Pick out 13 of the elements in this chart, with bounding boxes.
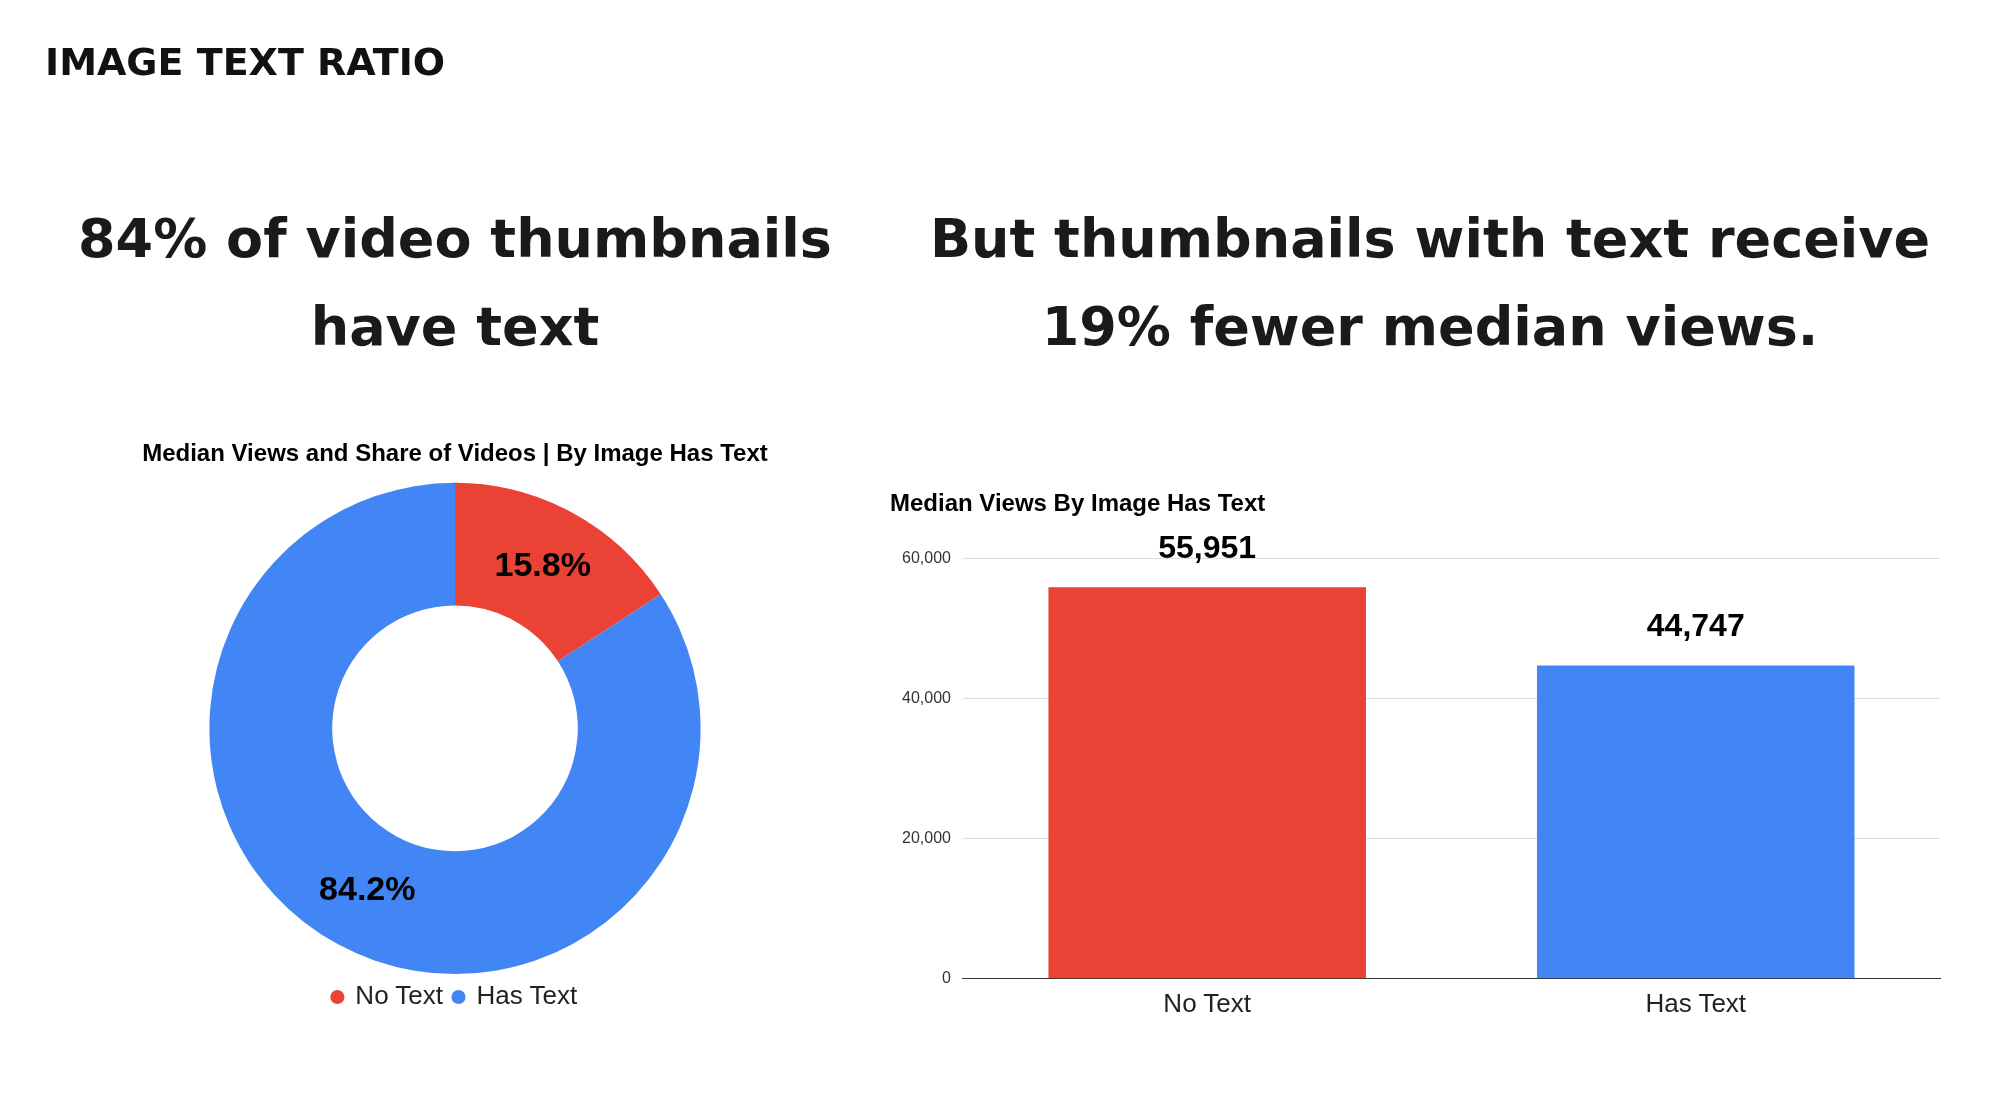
y-tick-label: 20,000 <box>902 829 952 847</box>
data-label: 15.8% <box>494 544 591 583</box>
text: But thumbnails with text receive 19% fewer median views. <box>928 206 1932 360</box>
chart-title: Median Views and Share of Videos | By Image Has Text <box>142 439 768 467</box>
text: IMAGE TEXT RATIO <box>45 40 446 84</box>
y-tick-label: 40,000 <box>902 689 952 707</box>
data-label: 44,747 <box>1646 607 1745 644</box>
y-tick-label: 60,000 <box>902 549 952 567</box>
y-tick-label: 0 <box>942 969 952 987</box>
chart-title: Median Views By Image Has Text <box>890 489 1266 517</box>
data-label: 84.2% <box>319 868 416 907</box>
text: 84% of video thumbnails have text <box>77 206 833 360</box>
data-label: 55,951 <box>1158 528 1257 565</box>
